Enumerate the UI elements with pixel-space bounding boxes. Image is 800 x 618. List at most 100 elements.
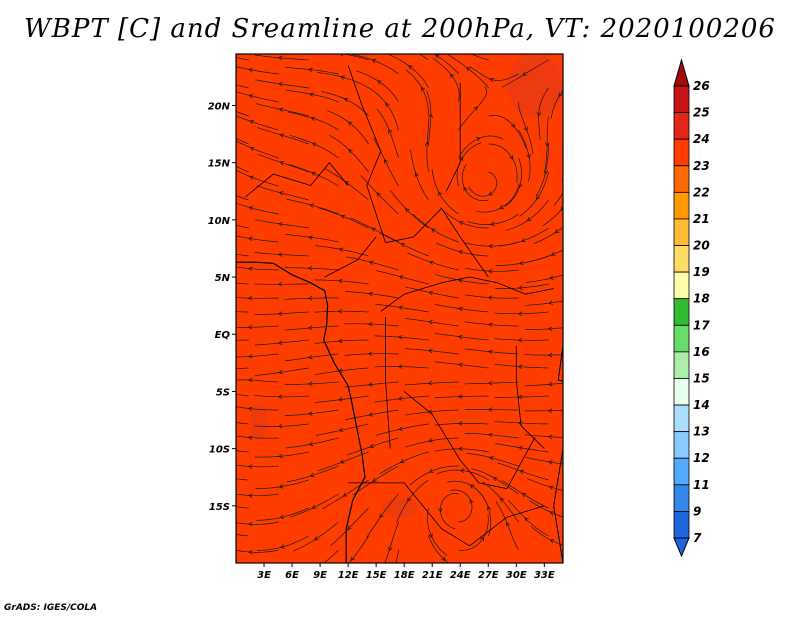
streamline-arrow [457, 306, 463, 312]
x-tick-label: 18E [394, 570, 415, 581]
streamline [314, 395, 369, 403]
streamline-arrow [505, 521, 511, 527]
streamline [432, 57, 460, 103]
country-border-1 [347, 65, 489, 278]
streamline-arrow [520, 238, 526, 243]
streamline-arrow [407, 497, 412, 502]
streamline-arrow [347, 121, 353, 126]
colorbar-label: 24 [693, 132, 710, 146]
streamline [236, 379, 279, 383]
streamline-arrow [372, 477, 377, 482]
streamline-arrow [219, 53, 223, 57]
streamline [494, 311, 549, 315]
streamline-arrow [547, 326, 553, 331]
streamline [254, 395, 309, 398]
colorbar-segment [673, 484, 690, 512]
x-tick-label: 21E [422, 570, 443, 581]
chart-title: WBPT [C] and Sreamline at 200hPa, VT: 20… [24, 14, 776, 44]
streamline-arrow [308, 92, 314, 97]
coastlines [236, 65, 563, 563]
x-tick-label: 3E [257, 570, 271, 581]
streamline-arrow [457, 394, 463, 399]
streamline-arrow [441, 556, 447, 561]
streamline-arrow [457, 421, 463, 426]
streamline-arrow [414, 172, 419, 178]
streamline-arrow [487, 407, 493, 412]
streamline-arrow [339, 459, 345, 464]
streamline [440, 493, 459, 530]
y-tick-label: 20N [208, 101, 231, 112]
streamline-arrow [518, 183, 523, 189]
streamline [535, 143, 549, 197]
streamline-arrow [438, 191, 443, 196]
streamline [440, 207, 489, 229]
streamline [538, 87, 549, 140]
streamline-arrow [350, 556, 355, 562]
streamline [341, 54, 369, 61]
colorbar-segment [673, 85, 690, 113]
streamline [405, 69, 429, 117]
streamline-arrow [247, 354, 253, 359]
streamline-arrow [475, 137, 481, 142]
streamline [495, 443, 549, 453]
streamline-arrow [348, 148, 353, 154]
streamline-arrow [424, 141, 430, 146]
streamline [314, 367, 369, 376]
streamline-arrow [487, 322, 493, 328]
streamline-arrow [368, 260, 374, 265]
streamline-arrow [547, 408, 553, 413]
streamline [495, 255, 549, 266]
streamline [317, 72, 369, 89]
colorbar-label: 18 [693, 292, 710, 306]
streamline-arrow [488, 243, 493, 249]
streamline [529, 500, 563, 518]
streamline-arrow [473, 106, 479, 111]
streamline [376, 108, 399, 159]
streamline [561, 147, 563, 154]
colorbar-lower-arrow [673, 537, 690, 558]
streamline-arrow [339, 54, 343, 57]
streamline-arrow [315, 565, 319, 569]
streamline-arrow [311, 504, 317, 509]
streamline [553, 192, 563, 206]
streamline [236, 478, 249, 481]
streamline-arrow [277, 394, 283, 400]
streamline-arrow [499, 204, 505, 209]
streamline [285, 437, 339, 449]
streamline [236, 311, 249, 313]
streamline-arrow [279, 161, 285, 166]
country-border-2 [324, 236, 377, 278]
streamline-arrow [313, 536, 319, 541]
streamline-arrow [427, 348, 433, 354]
streamline-arrow [517, 337, 523, 343]
streamline [236, 521, 279, 525]
streamline-arrow [340, 75, 345, 80]
country-border-4 [403, 391, 536, 490]
streamline [314, 279, 369, 285]
streamline [464, 432, 519, 439]
streamline [284, 409, 339, 416]
streamline-arrow [560, 206, 563, 211]
streamline [495, 501, 519, 551]
streamline-arrow [309, 472, 315, 478]
colorbar-label: 9 [693, 504, 701, 518]
streamline-arrow [421, 86, 426, 92]
streamline [494, 421, 549, 425]
streamline-arrow [518, 445, 523, 451]
streamline [518, 101, 534, 154]
streamline-arrow [523, 126, 528, 132]
country-border-0 [445, 82, 461, 192]
streamline [533, 226, 563, 244]
streamline-arrow [428, 533, 433, 538]
streamline [427, 507, 448, 556]
streamline-arrow [369, 443, 374, 449]
streamline-arrow [489, 221, 495, 227]
streamline-arrow [517, 311, 523, 316]
streamline [255, 367, 309, 376]
streamline [469, 66, 519, 81]
streamline [346, 256, 399, 271]
y-axis: 20N 15N 10N 5N EQ 5S 10S 15S [208, 101, 236, 513]
streamline [236, 282, 249, 285]
streamline [257, 153, 309, 173]
